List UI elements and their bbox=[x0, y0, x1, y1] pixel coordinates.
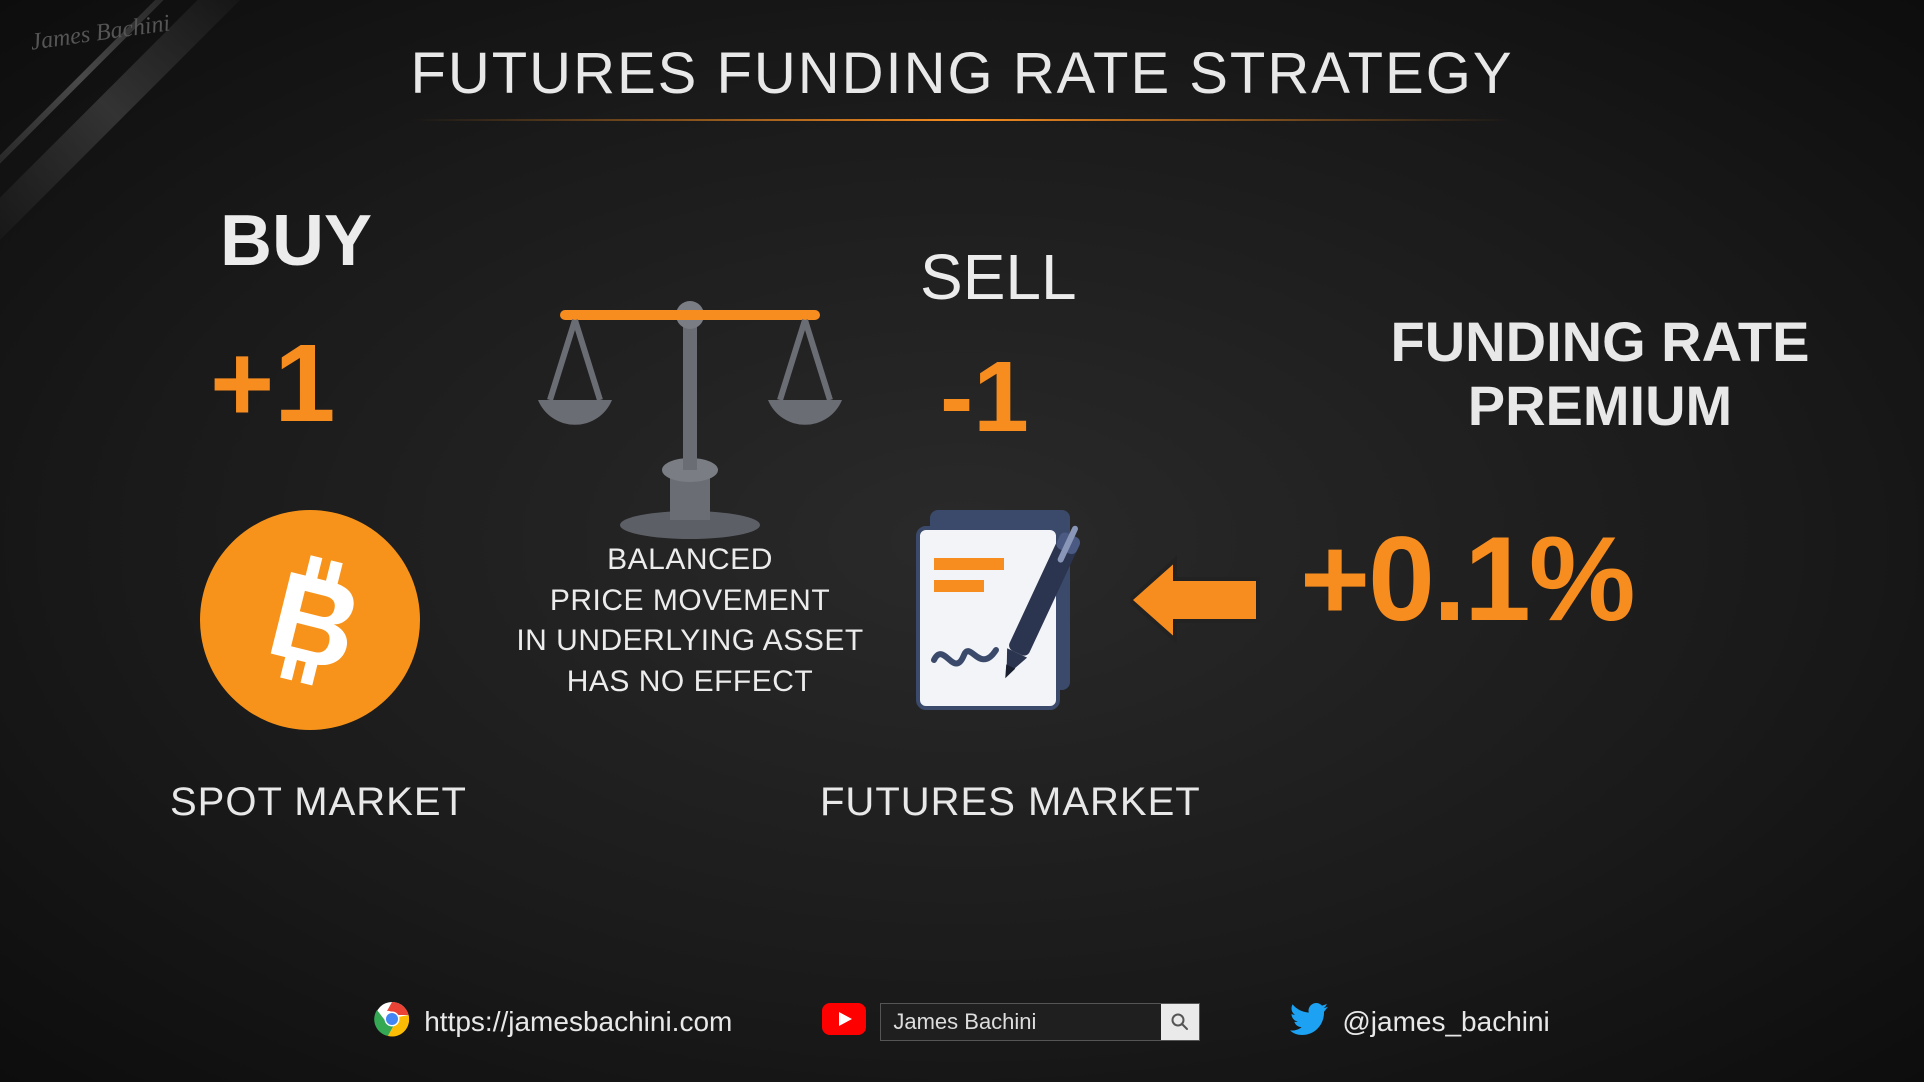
chrome-icon bbox=[374, 1001, 410, 1044]
slide-title: FUTURES FUNDING RATE STRATEGY bbox=[0, 40, 1924, 121]
twitter-link[interactable]: @james_bachini bbox=[1290, 1003, 1549, 1042]
caption-line: HAS NO EFFECT bbox=[567, 665, 814, 698]
website-url: https://jamesbachini.com bbox=[424, 1006, 732, 1038]
buy-label: BUY bbox=[220, 200, 372, 282]
twitter-icon bbox=[1290, 1003, 1328, 1042]
funding-rate-premium-value: +0.1% bbox=[1300, 510, 1634, 648]
contract-document-icon bbox=[900, 500, 1100, 720]
funding-rate-premium-title: FUNDING RATE PREMIUM bbox=[1330, 310, 1870, 439]
search-box[interactable]: James Bachini bbox=[880, 1003, 1200, 1041]
balance-scale-icon bbox=[530, 260, 850, 540]
youtube-icon bbox=[822, 1003, 866, 1042]
balance-caption: BALANCED PRICE MOVEMENT IN UNDERLYING AS… bbox=[480, 540, 900, 702]
premium-title-line: PREMIUM bbox=[1468, 374, 1732, 437]
caption-line: PRICE MOVEMENT bbox=[550, 584, 830, 617]
buy-value: +1 bbox=[210, 320, 335, 447]
footer-bar: https://jamesbachini.com James Bachini bbox=[0, 992, 1924, 1052]
spot-market-label: SPOT MARKET bbox=[170, 780, 467, 825]
sell-value: -1 bbox=[940, 340, 1029, 455]
website-link[interactable]: https://jamesbachini.com bbox=[374, 1001, 732, 1044]
arrow-left-icon bbox=[1130, 555, 1260, 645]
premium-title-line: FUNDING RATE bbox=[1391, 310, 1810, 373]
bitcoin-icon bbox=[200, 510, 420, 730]
twitter-handle: @james_bachini bbox=[1342, 1006, 1549, 1038]
caption-line: IN UNDERLYING ASSET bbox=[516, 624, 863, 657]
sell-label: SELL bbox=[920, 240, 1077, 314]
search-input-text: James Bachini bbox=[881, 1009, 1161, 1035]
futures-market-label: FUTURES MARKET bbox=[820, 780, 1201, 825]
caption-line: BALANCED bbox=[607, 543, 773, 576]
youtube-search: James Bachini bbox=[822, 1003, 1200, 1042]
search-icon[interactable] bbox=[1161, 1004, 1199, 1040]
content-stage: BUY +1 SELL -1 BALANCED PRICE MOV bbox=[0, 180, 1924, 962]
